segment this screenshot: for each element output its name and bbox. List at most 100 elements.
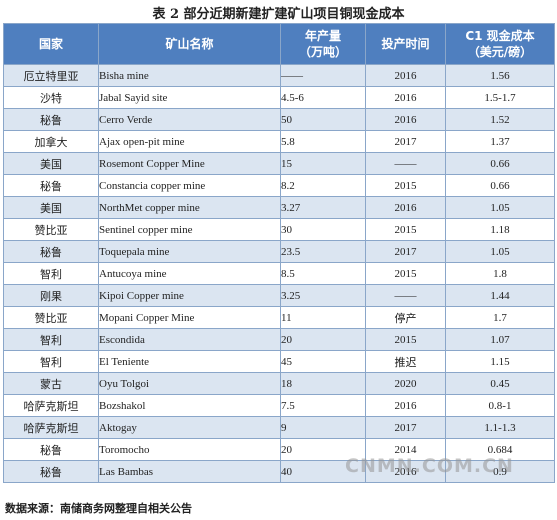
cell-year: 2017 — [365, 416, 446, 439]
header-output-line1: 年产量 — [304, 29, 341, 43]
cell-year: 2016 — [365, 196, 446, 219]
table-row: 秘鲁 Cerro Verde 50 2016 1.52 — [3, 108, 555, 131]
cell-mine: Sentinel copper mine — [98, 218, 281, 241]
cell-year: 2017 — [365, 130, 446, 153]
cell-country: 秘鲁 — [3, 108, 99, 131]
cell-country: 智利 — [3, 328, 99, 351]
cell-output: 5.8 — [280, 130, 366, 153]
cell-mine: Bisha mine — [98, 64, 281, 87]
table-row: 加拿大 Ajax open-pit mine 5.8 2017 1.37 — [3, 130, 555, 153]
table-row: 智利 Antucoya mine 8.5 2015 1.8 — [3, 262, 555, 285]
cell-country: 秘鲁 — [3, 460, 99, 483]
cell-mine: Las Bambas — [98, 460, 281, 483]
header-output: 年产量 （万吨） — [280, 23, 366, 65]
cell-country: 哈萨克斯坦 — [3, 416, 99, 439]
cell-output: 18 — [280, 372, 366, 395]
cell-cost: 0.8-1 — [445, 394, 555, 417]
cell-output: 11 — [280, 306, 366, 329]
cell-mine: Mopani Copper Mine — [98, 306, 281, 329]
cell-cost: 1.05 — [445, 196, 555, 219]
cell-country: 美国 — [3, 152, 99, 175]
table-row: 哈萨克斯坦 Aktogay 9 2017 1.1-1.3 — [3, 416, 555, 439]
cell-output: 30 — [280, 218, 366, 241]
cell-output: 8.2 — [280, 174, 366, 197]
table-row: 沙特 Jabal Sayid site 4.5-6 2016 1.5-1.7 — [3, 86, 555, 109]
cell-country: 赞比亚 — [3, 306, 99, 329]
table-row: 赞比亚 Sentinel copper mine 30 2015 1.18 — [3, 218, 555, 241]
cell-output: 3.27 — [280, 196, 366, 219]
cell-output: 45 — [280, 350, 366, 373]
cell-country: 加拿大 — [3, 130, 99, 153]
cell-output: 20 — [280, 438, 366, 461]
cell-country: 刚果 — [3, 284, 99, 307]
cell-year: —— — [365, 152, 446, 175]
cell-mine: Constancia copper mine — [98, 174, 281, 197]
copper-cost-table: 国家 矿山名称 年产量 （万吨） 投产时间 C1 现金成本 （美元/磅） 厄立特… — [3, 23, 555, 483]
cell-cost: 1.05 — [445, 240, 555, 263]
cell-year: 2015 — [365, 262, 446, 285]
watermark: CNMN.COM.CN — [345, 455, 514, 477]
cell-mine: Bozshakol — [98, 394, 281, 417]
header-mine: 矿山名称 — [98, 23, 281, 65]
cell-year: 停产 — [365, 306, 446, 329]
cell-mine: El Teniente — [98, 350, 281, 373]
header-output-line2: （万吨） — [298, 45, 347, 59]
cell-mine: Jabal Sayid site — [98, 86, 281, 109]
table-row: 秘鲁 Las Bambas 40 2016 0.9 — [3, 460, 555, 483]
cell-cost: 1.52 — [445, 108, 555, 131]
cell-mine: Toromocho — [98, 438, 281, 461]
table-row: 美国 Rosemont Copper Mine 15 —— 0.66 — [3, 152, 555, 175]
cell-output: 8.5 — [280, 262, 366, 285]
table-row: 蒙古 Oyu Tolgoi 18 2020 0.45 — [3, 372, 555, 395]
cell-output: 23.5 — [280, 240, 366, 263]
table-header-row: 国家 矿山名称 年产量 （万吨） 投产时间 C1 现金成本 （美元/磅） — [3, 23, 555, 65]
table-row: 刚果 Kipoi Copper mine 3.25 —— 1.44 — [3, 284, 555, 307]
cell-year: 2016 — [365, 64, 446, 87]
table-row: 赞比亚 Mopani Copper Mine 11 停产 1.7 — [3, 306, 555, 329]
cell-year: 2016 — [365, 460, 446, 483]
cell-cost: 1.44 — [445, 284, 555, 307]
cell-cost: 1.37 — [445, 130, 555, 153]
cell-mine: Toquepala mine — [98, 240, 281, 263]
cell-mine: NorthMet copper mine — [98, 196, 281, 219]
header-year: 投产时间 — [365, 23, 446, 65]
cell-mine: Kipoi Copper mine — [98, 284, 281, 307]
table-row: 智利 El Teniente 45 推迟 1.15 — [3, 350, 555, 373]
table-row: 秘鲁 Toquepala mine 23.5 2017 1.05 — [3, 240, 555, 263]
cell-cost: 0.66 — [445, 174, 555, 197]
header-cost-line1: C1 现金成本 — [465, 29, 535, 43]
cell-year: 2017 — [365, 240, 446, 263]
table-row: 厄立特里亚 Bisha mine —— 2016 1.56 — [3, 64, 555, 87]
table-row: 秘鲁 Toromocho 20 2014 0.684 — [3, 438, 555, 461]
header-cost: C1 现金成本 （美元/磅） — [445, 23, 555, 65]
table-title: 表 2 部分近期新建扩建矿山项目铜现金成本 — [152, 7, 405, 22]
cell-output: 40 — [280, 460, 366, 483]
cell-cost: 1.56 — [445, 64, 555, 87]
cell-country: 秘鲁 — [3, 438, 99, 461]
cell-cost: 1.8 — [445, 262, 555, 285]
data-source-note: 数据来源：南储商务网整理自相关公告 — [5, 502, 192, 515]
cell-output: 50 — [280, 108, 366, 131]
cell-cost: 0.684 — [445, 438, 555, 461]
cell-country: 美国 — [3, 196, 99, 219]
cell-mine: Antucoya mine — [98, 262, 281, 285]
cell-mine: Escondida — [98, 328, 281, 351]
cell-cost: 1.07 — [445, 328, 555, 351]
table-row: 哈萨克斯坦 Bozshakol 7.5 2016 0.8-1 — [3, 394, 555, 417]
table-row: 智利 Escondida 20 2015 1.07 — [3, 328, 555, 351]
cell-year: —— — [365, 284, 446, 307]
cell-cost: 0.45 — [445, 372, 555, 395]
cell-country: 沙特 — [3, 86, 99, 109]
cell-output: 7.5 — [280, 394, 366, 417]
cell-cost: 1.15 — [445, 350, 555, 373]
cell-mine: Ajax open-pit mine — [98, 130, 281, 153]
cell-year: 2020 — [365, 372, 446, 395]
cell-cost: 1.18 — [445, 218, 555, 241]
cell-cost: 1.5-1.7 — [445, 86, 555, 109]
cell-mine: Aktogay — [98, 416, 281, 439]
cell-year: 2016 — [365, 86, 446, 109]
cell-country: 智利 — [3, 262, 99, 285]
cell-year: 2016 — [365, 394, 446, 417]
cell-year: 2015 — [365, 218, 446, 241]
cell-cost: 0.66 — [445, 152, 555, 175]
